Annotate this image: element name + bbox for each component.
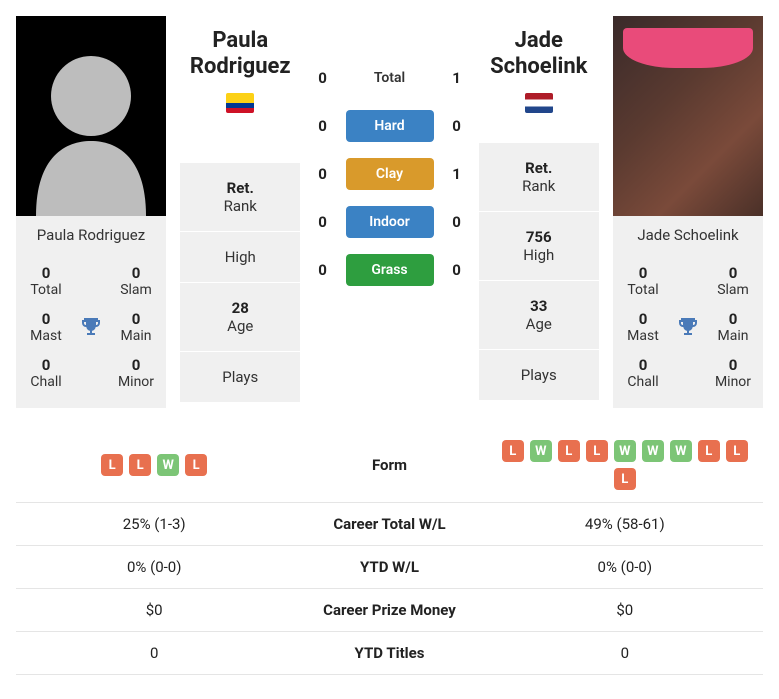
form-chip: L	[185, 454, 207, 476]
h2h-row: 0 Clay 1	[315, 158, 465, 190]
stats-label: YTD W/L	[292, 546, 486, 589]
h2h-p2-value: 0	[449, 261, 465, 279]
rank-age: 33Age	[479, 281, 599, 350]
form-chip: L	[101, 454, 123, 476]
h2h-label: Grass	[346, 254, 434, 286]
big-name-p2: JadeSchoelink	[479, 28, 599, 81]
h2h-p2-value: 1	[449, 69, 465, 87]
form-row: LLWL	[24, 454, 284, 476]
form-chip: L	[698, 440, 720, 462]
h2h-row: 0 Hard 0	[315, 110, 465, 142]
stats-table: LLWLFormLWLLWWWLLL25% (1-3)Career Total …	[16, 428, 763, 675]
stats-row: $0Career Prize Money$0	[16, 589, 763, 632]
rank-plays: Plays	[180, 352, 300, 402]
form-chip: L	[586, 440, 608, 462]
h2h-column: 0 Total 1 0 Hard 0 0 Clay 1 0 Indoor 0 0 Grass 0	[315, 62, 465, 286]
trophy-icon	[76, 315, 106, 339]
titles-chall: 0Chall	[16, 350, 76, 396]
player-name-p1: Paula Rodriguez	[16, 216, 166, 254]
stats-p1-cell: $0	[16, 589, 292, 632]
rank-high: 756High	[479, 212, 599, 281]
titles-grid-p2: 0Total 0Slam 0Mast 0Main 0Chall 0Minor	[613, 254, 763, 408]
stats-p2-cell: $0	[487, 589, 763, 632]
h2h-p1-value: 0	[315, 213, 331, 231]
trophy-icon	[673, 315, 703, 339]
h2h-p2-value: 1	[449, 165, 465, 183]
name-col-p1: PaulaRodriguez Ret.Rank High 28Age Plays	[180, 16, 300, 402]
player-photo-p2	[613, 16, 763, 216]
rank-age: 28Age	[180, 283, 300, 352]
stats-p1-cell: 0% (0-0)	[16, 546, 292, 589]
form-chip: L	[558, 440, 580, 462]
h2h-label: Indoor	[346, 206, 434, 238]
form-chip: W	[614, 440, 636, 462]
rank-ret: Ret.Rank	[180, 163, 300, 232]
titles-slam: 0Slam	[106, 258, 166, 304]
titles-main: 0Main	[106, 304, 166, 350]
stats-label: Form	[292, 428, 486, 503]
rank-card-p2: Ret.Rank 756High 33Age Plays	[479, 143, 599, 400]
titles-grid-p1: 0Total 0Slam 0Mast 0Main 0Chall 0Minor	[16, 254, 166, 408]
form-chip: L	[502, 440, 524, 462]
titles-slam: 0Slam	[703, 258, 763, 304]
form-chip: L	[614, 468, 636, 490]
stats-p2-cell: LWLLWWWLLL	[487, 428, 763, 503]
stats-label: Career Prize Money	[292, 589, 486, 632]
titles-total: 0Total	[16, 258, 76, 304]
flag-colombia-icon	[226, 93, 254, 113]
h2h-p1-value: 0	[315, 117, 331, 135]
titles-mast: 0Mast	[613, 304, 673, 350]
titles-mast: 0Mast	[16, 304, 76, 350]
titles-minor: 0Minor	[106, 350, 166, 396]
h2h-p2-value: 0	[449, 213, 465, 231]
stats-label: YTD Titles	[292, 632, 486, 675]
player-photo-p1	[16, 16, 166, 216]
form-chip: W	[670, 440, 692, 462]
big-name-p1: PaulaRodriguez	[180, 28, 300, 81]
h2h-label: Clay	[346, 158, 434, 190]
rank-card-p1: Ret.Rank High 28Age Plays	[180, 163, 300, 402]
rank-ret: Ret.Rank	[479, 143, 599, 212]
stats-label: Career Total W/L	[292, 503, 486, 546]
name-col-p2: JadeSchoelink Ret.Rank 756High 33Age Pla…	[479, 16, 599, 400]
stats-p2-cell: 0% (0-0)	[487, 546, 763, 589]
player-card-p1: Paula Rodriguez 0Total 0Slam 0Mast 0Main…	[16, 16, 166, 408]
top-row: Paula Rodriguez 0Total 0Slam 0Mast 0Main…	[16, 16, 763, 408]
titles-total: 0Total	[613, 258, 673, 304]
stats-row: 0% (0-0)YTD W/L0% (0-0)	[16, 546, 763, 589]
h2h-p1-value: 0	[315, 165, 331, 183]
titles-chall: 0Chall	[613, 350, 673, 396]
titles-main: 0Main	[703, 304, 763, 350]
silhouette-icon	[16, 16, 166, 216]
visor-icon	[623, 28, 753, 68]
form-chip: L	[129, 454, 151, 476]
h2h-row: 0 Grass 0	[315, 254, 465, 286]
stats-p1-cell: 25% (1-3)	[16, 503, 292, 546]
titles-minor: 0Minor	[703, 350, 763, 396]
stats-row: LLWLFormLWLLWWWLLL	[16, 428, 763, 503]
h2h-row: 0 Total 1	[315, 62, 465, 94]
stats-row: 25% (1-3)Career Total W/L49% (58-61)	[16, 503, 763, 546]
stats-row: 0YTD Titles0	[16, 632, 763, 675]
form-chip: W	[642, 440, 664, 462]
stats-p1-cell: 0	[16, 632, 292, 675]
flag-netherlands-icon	[525, 93, 553, 113]
player-name-p2: Jade Schoelink	[613, 216, 763, 254]
h2h-label: Hard	[346, 110, 434, 142]
stats-p2-cell: 0	[487, 632, 763, 675]
stats-p2-cell: 49% (58-61)	[487, 503, 763, 546]
h2h-row: 0 Indoor 0	[315, 206, 465, 238]
player-card-p2: Jade Schoelink 0Total 0Slam 0Mast 0Main …	[613, 16, 763, 408]
form-chip: W	[157, 454, 179, 476]
form-chip: L	[726, 440, 748, 462]
h2h-label: Total	[346, 62, 434, 94]
rank-high: High	[180, 232, 300, 283]
h2h-p1-value: 0	[315, 261, 331, 279]
stats-p1-cell: LLWL	[16, 428, 292, 503]
h2h-p1-value: 0	[315, 69, 331, 87]
rank-plays: Plays	[479, 350, 599, 400]
h2h-p2-value: 0	[449, 117, 465, 135]
form-row: LWLLWWWLLL	[495, 440, 755, 490]
form-chip: W	[530, 440, 552, 462]
